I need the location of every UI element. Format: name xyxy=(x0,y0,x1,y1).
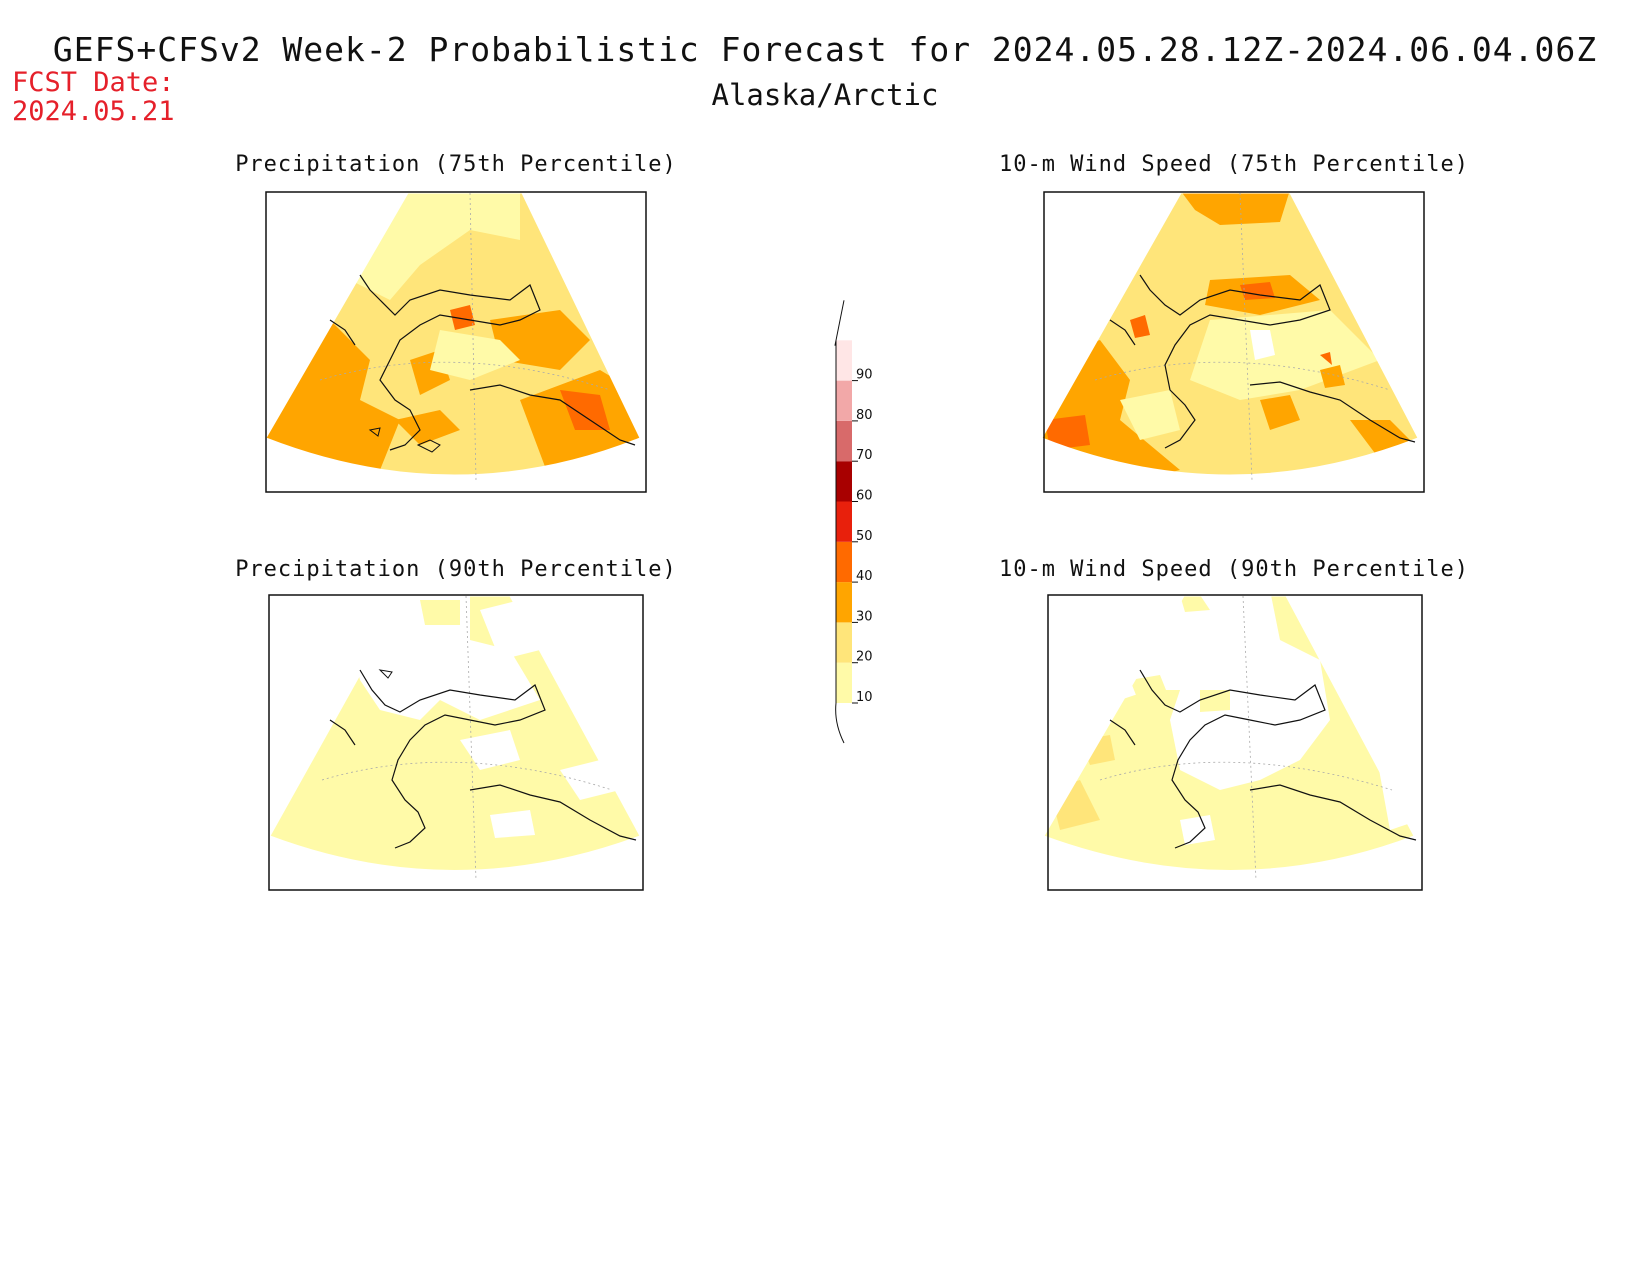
colorbar-swatch-7 xyxy=(836,420,852,462)
fcst-date-block: FCST Date: 2024.05.21 xyxy=(12,68,175,126)
map-precip-75 xyxy=(265,191,647,493)
colorbar-outline xyxy=(834,300,845,744)
colorbar: 10 20 30 40 50 60 70 80 90 xyxy=(834,300,873,744)
fcst-date-label: FCST Date: xyxy=(12,67,175,98)
panel-title-precip-90: Precipitation (90th Percentile) xyxy=(235,557,677,582)
colorbar-swatch-3 xyxy=(836,582,852,623)
map-wind-75 xyxy=(1041,191,1425,493)
colorbar-tick-label: 50 xyxy=(856,529,873,544)
panel-title-wind-90: 10-m Wind Speed (90th Percentile) xyxy=(998,557,1470,582)
fcst-date-value: 2024.05.21 xyxy=(12,96,175,127)
colorbar-swatch-5 xyxy=(836,501,852,542)
colorbar-swatch-6 xyxy=(836,461,852,502)
colorbar-swatch-2 xyxy=(836,622,852,663)
colorbar-swatch-1 xyxy=(836,662,852,703)
region-subtitle: Alaska/Arctic xyxy=(711,78,939,112)
colorbar-swatch-8 xyxy=(836,380,852,421)
colorbar-swatch-9 xyxy=(836,340,852,381)
colorbar-tick-label: 70 xyxy=(856,448,873,463)
map-wind-90 xyxy=(1043,594,1423,891)
colorbar-swatch-4 xyxy=(836,541,852,583)
colorbar-tick-label: 80 xyxy=(856,408,873,423)
colorbar-tick-label: 20 xyxy=(856,650,873,665)
colorbar-tick-label: 30 xyxy=(856,609,873,624)
colorbar-tick-label: 10 xyxy=(856,690,873,705)
map-precip-90 xyxy=(268,594,644,891)
page-title: GEFS+CFSv2 Week-2 Probabilistic Forecast… xyxy=(52,30,1598,69)
colorbar-tick-label: 40 xyxy=(856,569,873,584)
panel-title-wind-75: 10-m Wind Speed (75th Percentile) xyxy=(998,152,1470,177)
colorbar-tick-label: 90 xyxy=(856,368,873,383)
colorbar-tick-label: 60 xyxy=(856,489,873,504)
panel-title-precip-75: Precipitation (75th Percentile) xyxy=(235,152,677,177)
